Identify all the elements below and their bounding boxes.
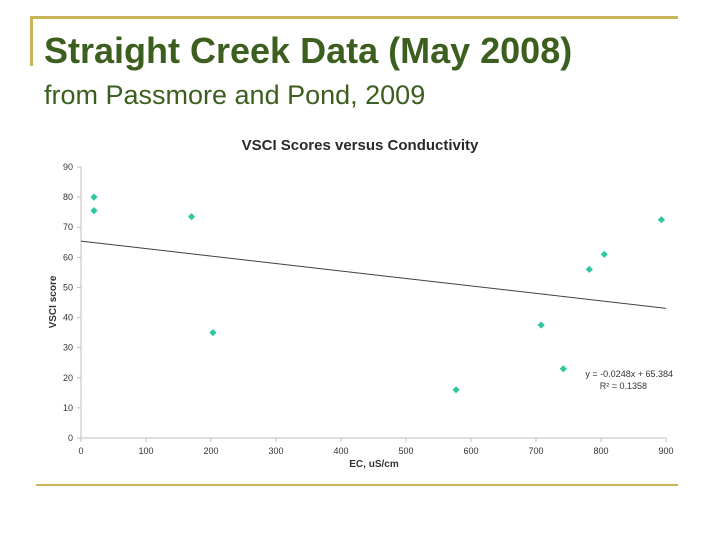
data-point: [187, 213, 196, 221]
slide-subtitle: from Passmore and Pond, 2009: [44, 80, 426, 110]
y-tick-label: 70: [63, 222, 73, 232]
x-tick-label: 600: [463, 446, 478, 456]
x-tick-label: 200: [203, 446, 218, 456]
x-tick-label: 0: [78, 446, 83, 456]
x-axis-label: EC, uS/cm: [349, 459, 399, 470]
x-tick-label: 800: [593, 446, 608, 456]
y-tick-label: 50: [63, 282, 73, 292]
x-tick-label: 500: [398, 446, 413, 456]
trendline-r2: R² = 0.1358: [600, 381, 647, 391]
trendline-equation: y = -0.0248x + 65.384: [585, 369, 673, 379]
frame-top-rule: [30, 16, 678, 19]
frame-left-rule: [30, 16, 33, 66]
data-point: [585, 265, 593, 273]
y-tick-label: 90: [63, 162, 73, 172]
trendline: [80, 240, 667, 309]
y-axis-label: VSCI score: [48, 275, 59, 328]
x-tick-label: 900: [658, 446, 673, 456]
y-tick-label: 60: [63, 252, 73, 262]
data-point: [452, 386, 460, 394]
y-tick-label: 20: [63, 373, 73, 383]
y-tick-label: 80: [63, 192, 73, 202]
x-tick-label: 700: [528, 446, 543, 456]
y-tick-label: 40: [63, 313, 73, 323]
data-point: [559, 365, 567, 373]
y-tick-label: 10: [63, 403, 73, 413]
scatter-chart: VSCI Scores versus Conductivity 0 10 20 30 4…: [48, 137, 674, 470]
x-tick-label: 300: [268, 446, 283, 456]
y-tick-label: 0: [68, 433, 73, 443]
data-point: [657, 216, 666, 224]
y-tick-label: 30: [63, 343, 73, 353]
data-point: [537, 321, 545, 329]
data-point: [600, 250, 608, 258]
slide-title: Straight Creek Data (May 2008): [44, 30, 573, 71]
x-tick-label: 400: [333, 446, 348, 456]
data-point: [90, 207, 98, 215]
frame-bottom-rule: [36, 484, 678, 486]
data-point: [209, 329, 217, 337]
data-point: [90, 193, 98, 201]
x-tick-label: 100: [138, 446, 153, 456]
chart-title: VSCI Scores versus Conductivity: [242, 137, 479, 154]
